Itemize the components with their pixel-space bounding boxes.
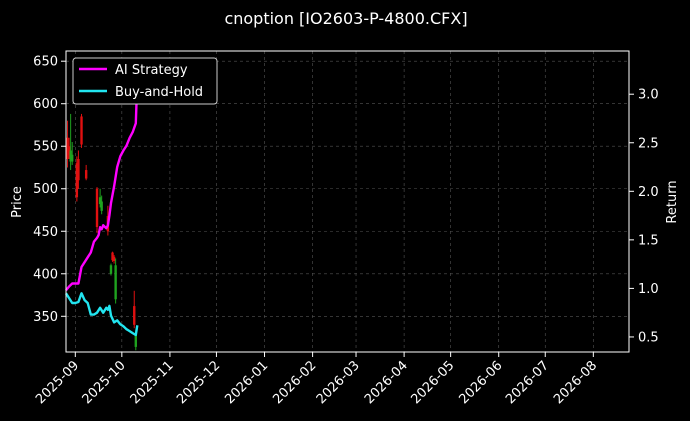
y-axis-title: Price xyxy=(10,186,25,218)
y-tick-label-600: 600 xyxy=(33,97,58,112)
candle-body xyxy=(114,265,117,300)
y-tick-label-350: 350 xyxy=(33,310,58,325)
y-tick-label-450: 450 xyxy=(33,225,58,240)
y-tick-label-650: 650 xyxy=(33,55,58,70)
candle-body xyxy=(134,333,137,347)
y-axis-right: 0.5 1.0 1.5 2.0 2.5 3.0 xyxy=(629,88,659,345)
candle-body xyxy=(98,197,102,205)
y2-tick-label-2-0: 2.0 xyxy=(638,185,659,200)
candle-body xyxy=(133,306,136,325)
series-lines xyxy=(64,79,139,337)
candle-body xyxy=(75,163,79,198)
y2-tick-label-1-0: 1.0 xyxy=(638,282,659,297)
y2-tick-label-1-5: 1.5 xyxy=(638,233,659,248)
candle-body xyxy=(80,116,83,145)
chart-title: cnoption [IO2603-P-4800.CFX] xyxy=(224,9,467,28)
candle-body xyxy=(84,170,88,179)
candle-body xyxy=(112,256,116,262)
series-line-buy-and-hold xyxy=(64,292,139,337)
y2-tick-label-2-5: 2.5 xyxy=(638,136,659,151)
candle-body xyxy=(67,146,71,155)
candle-body xyxy=(69,150,72,162)
candle-body xyxy=(100,201,103,211)
candle-body xyxy=(95,188,99,228)
legend-box xyxy=(72,57,218,105)
y2-axis-title: Return xyxy=(665,180,680,223)
candle-body xyxy=(109,265,113,274)
y-tick-label-400: 400 xyxy=(33,267,58,282)
y2-tick-label-3-0: 3.0 xyxy=(638,88,659,103)
y2-tick-label-0-5: 0.5 xyxy=(638,330,659,345)
candles xyxy=(66,113,137,351)
candle-body xyxy=(111,252,114,261)
legend: AI Strategy Buy-and-Hold xyxy=(72,57,218,105)
plot-frame xyxy=(65,50,630,353)
y-tick-label-500: 500 xyxy=(33,182,58,197)
y-axis-left: 350 400 450 500 550 600 650 xyxy=(33,55,66,325)
legend-label-ai-strategy: AI Strategy xyxy=(115,63,188,78)
series-line-ai-strategy xyxy=(65,79,139,292)
legend-label-buy-and-hold: Buy-and-Hold xyxy=(115,85,203,100)
candle-body xyxy=(77,158,80,181)
candle-body xyxy=(71,154,74,162)
y-tick-label-550: 550 xyxy=(33,140,58,155)
candle-body xyxy=(66,137,69,159)
